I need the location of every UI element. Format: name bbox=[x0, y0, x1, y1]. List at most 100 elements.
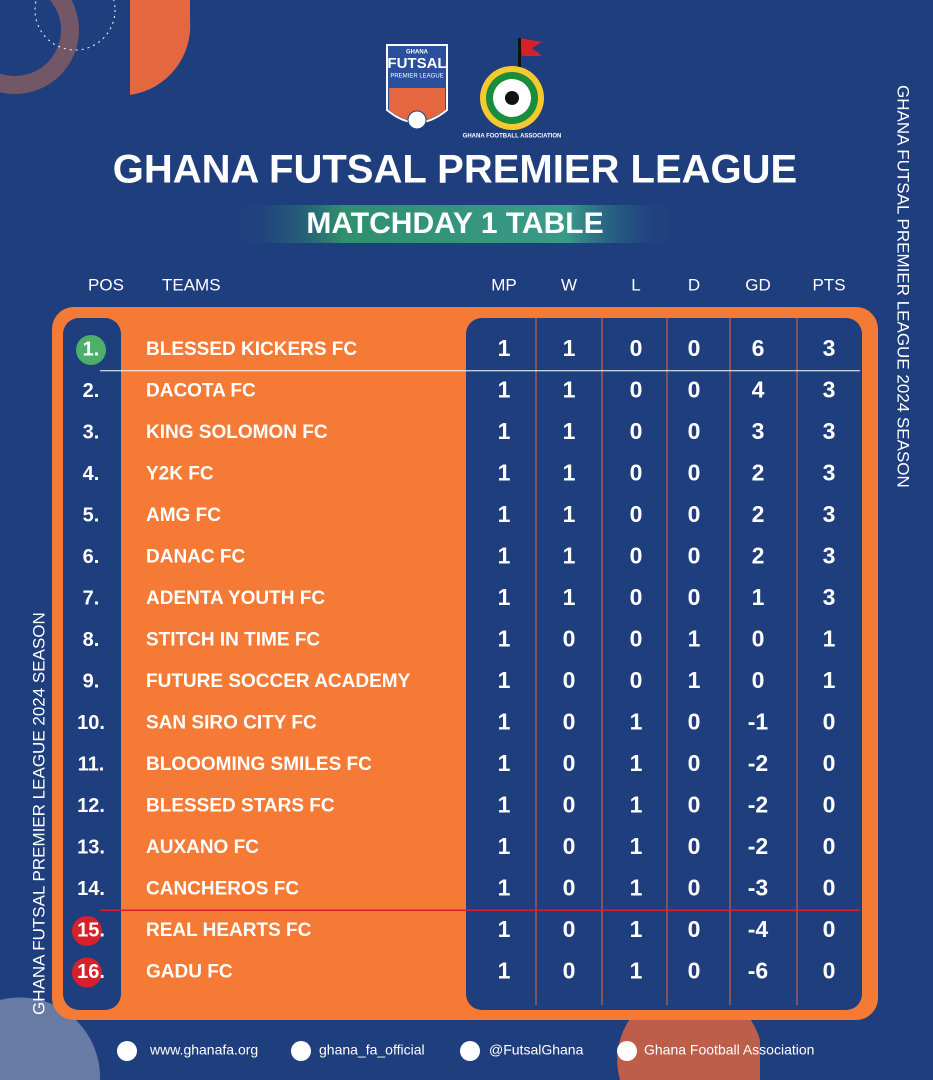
stat: 1 bbox=[688, 667, 701, 693]
stat: 0 bbox=[630, 418, 643, 444]
stat: -2 bbox=[748, 833, 768, 859]
team-name: BLESSED KICKERS FC bbox=[146, 339, 357, 360]
team-name: SAN SIRO CITY FC bbox=[146, 713, 317, 734]
stat: 1 bbox=[563, 584, 576, 610]
team-name: KING SOLOMON FC bbox=[146, 422, 328, 443]
stat: 0 bbox=[563, 916, 576, 942]
position: 9. bbox=[83, 670, 100, 692]
footer-text: @FutsalGhana bbox=[489, 1042, 584, 1058]
stat: 0 bbox=[823, 875, 836, 901]
stat: 1 bbox=[563, 460, 576, 486]
stat: 1 bbox=[498, 750, 511, 776]
pos-strip bbox=[63, 318, 121, 1010]
stat: 1 bbox=[630, 833, 643, 859]
relegation-badge bbox=[72, 957, 102, 988]
stat: 1 bbox=[498, 377, 511, 403]
position: 7. bbox=[83, 587, 100, 609]
position: 8. bbox=[83, 629, 100, 651]
footer-icon bbox=[291, 1041, 311, 1061]
position: 6. bbox=[83, 546, 100, 568]
side-text: GHANA FUTSAL PREMIER LEAGUE 2024 SEASON bbox=[894, 85, 913, 488]
stat: 1 bbox=[688, 626, 701, 652]
stat: 0 bbox=[688, 584, 701, 610]
team-name: GADU FC bbox=[146, 962, 233, 983]
team-name: Y2K FC bbox=[146, 464, 214, 485]
stat: 0 bbox=[630, 626, 643, 652]
team-name: FUTURE SOCCER ACADEMY bbox=[146, 671, 411, 692]
stat: 1 bbox=[823, 626, 836, 652]
stat: 3 bbox=[823, 584, 836, 610]
team-name: REAL HEARTS FC bbox=[146, 920, 312, 941]
position: 5. bbox=[83, 504, 100, 526]
stat: 1 bbox=[498, 958, 511, 984]
stat: 3 bbox=[823, 543, 836, 569]
relegation-badge bbox=[72, 916, 102, 946]
title: GHANA FUTSAL PREMIER LEAGUE bbox=[113, 148, 797, 192]
stat: 0 bbox=[688, 875, 701, 901]
side-text: GHANA FUTSAL PREMIER LEAGUE 2024 SEASON bbox=[29, 612, 48, 1015]
stat: 6 bbox=[752, 335, 765, 361]
team-name: DANAC FC bbox=[146, 547, 245, 568]
team-name: DACOTA FC bbox=[146, 381, 256, 402]
stat: 0 bbox=[823, 709, 836, 735]
column-header: TEAMS bbox=[162, 275, 221, 294]
stat: 3 bbox=[823, 418, 836, 444]
stat: 1 bbox=[498, 667, 511, 693]
stat: 0 bbox=[688, 833, 701, 859]
column-header: GD bbox=[745, 275, 771, 294]
position: 11. bbox=[78, 753, 105, 775]
footer-icon bbox=[617, 1041, 637, 1061]
stat: -1 bbox=[748, 709, 769, 735]
futsal-logo: GHANA FUTSAL PREMIER LEAGUE bbox=[386, 44, 448, 130]
stat: 1 bbox=[498, 501, 511, 527]
team-name: STITCH IN TIME FC bbox=[146, 630, 320, 651]
stat: 0 bbox=[630, 501, 643, 527]
stat: 0 bbox=[563, 833, 576, 859]
stat: 0 bbox=[688, 335, 701, 361]
footer-text: ghana_fa_official bbox=[319, 1042, 425, 1058]
stat: 0 bbox=[630, 584, 643, 610]
stat: 0 bbox=[630, 667, 643, 693]
stat: 1 bbox=[563, 501, 576, 527]
stat: 1 bbox=[630, 792, 643, 818]
decor bbox=[0, 0, 79, 94]
team-name: ADENTA YOUTH FC bbox=[146, 588, 325, 609]
stat: 0 bbox=[563, 626, 576, 652]
position: 13. bbox=[77, 836, 105, 858]
stat: 2 bbox=[752, 543, 765, 569]
decor bbox=[0, 997, 101, 1080]
stat: 0 bbox=[688, 543, 701, 569]
stat: 3 bbox=[823, 335, 836, 361]
stat: 1 bbox=[498, 626, 511, 652]
stat: 0 bbox=[563, 750, 576, 776]
position: 4. bbox=[83, 463, 100, 485]
stat: 1 bbox=[498, 833, 511, 859]
stat: 0 bbox=[688, 916, 701, 942]
stat: 0 bbox=[630, 543, 643, 569]
stat: 0 bbox=[688, 501, 701, 527]
stat: 0 bbox=[688, 750, 701, 776]
stat: 1 bbox=[563, 377, 576, 403]
gfa-logo: GHANA FOOTBALL ASSOCIATION bbox=[463, 38, 561, 140]
stat: -2 bbox=[748, 750, 768, 776]
stat: 1 bbox=[630, 916, 643, 942]
stat: 0 bbox=[688, 792, 701, 818]
position: 12. bbox=[77, 795, 105, 817]
stat: 0 bbox=[688, 460, 701, 486]
footer-text: www.ghanafa.org bbox=[149, 1042, 258, 1058]
logo-text: PREMIER LEAGUE bbox=[390, 74, 443, 80]
stat: 0 bbox=[752, 667, 765, 693]
position: 14. bbox=[77, 878, 105, 900]
stat: 1 bbox=[563, 418, 576, 444]
subtitle: MATCHDAY 1 TABLE bbox=[306, 207, 603, 240]
stat: 0 bbox=[563, 875, 576, 901]
stat: 0 bbox=[823, 833, 836, 859]
team-name: AUXANO FC bbox=[146, 837, 259, 858]
stat: 0 bbox=[823, 958, 836, 984]
stat: 0 bbox=[563, 958, 576, 984]
stat: 1 bbox=[752, 584, 765, 610]
decor bbox=[130, 0, 191, 95]
team-name: AMG FC bbox=[146, 505, 221, 526]
promotion-badge bbox=[76, 335, 106, 365]
